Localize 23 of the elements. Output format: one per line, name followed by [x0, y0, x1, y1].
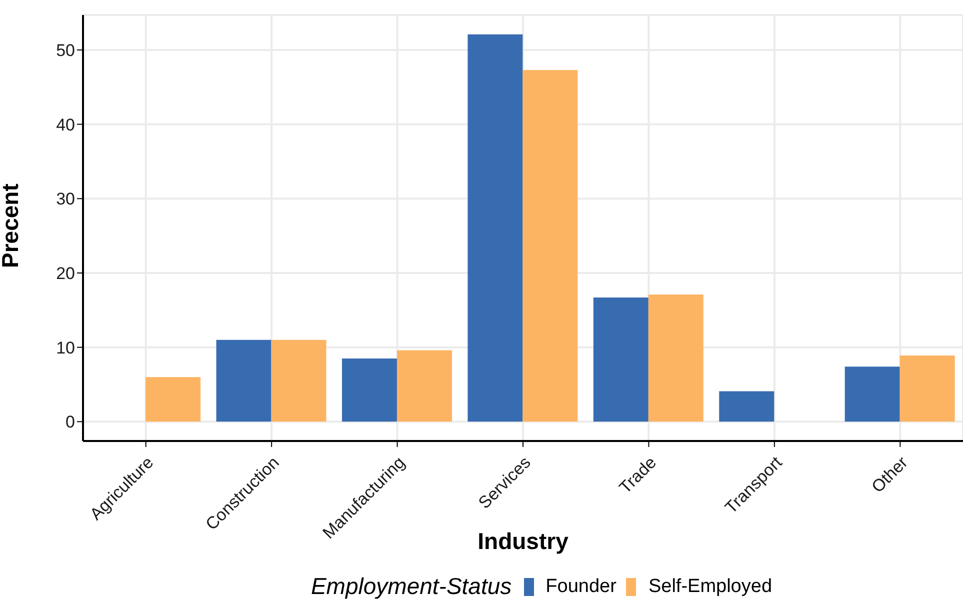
y-tick-label: 0	[66, 412, 75, 432]
bar	[216, 340, 272, 422]
bar	[396, 350, 452, 422]
bar	[146, 377, 201, 422]
y-tick-label: 30	[56, 190, 75, 209]
bar	[900, 356, 955, 422]
bar	[522, 70, 578, 422]
legend-title: Employment-Status	[310, 573, 512, 600]
bar	[342, 358, 397, 422]
y-tick-label: 20	[56, 264, 75, 284]
bar	[719, 391, 774, 422]
y-axis-title: Precent	[0, 183, 24, 268]
bar	[593, 298, 648, 422]
y-tick-label: 10	[56, 338, 75, 358]
bar	[271, 340, 326, 422]
x-axis-title: Industry	[478, 528, 569, 554]
legend-label: Founder	[544, 576, 616, 598]
bar	[468, 34, 523, 422]
y-tick-label: 40	[56, 115, 75, 134]
bar	[648, 294, 704, 422]
y-tick-label: 50	[56, 40, 75, 60]
legend-label: Self-Employed	[647, 576, 772, 598]
bar	[844, 366, 900, 422]
